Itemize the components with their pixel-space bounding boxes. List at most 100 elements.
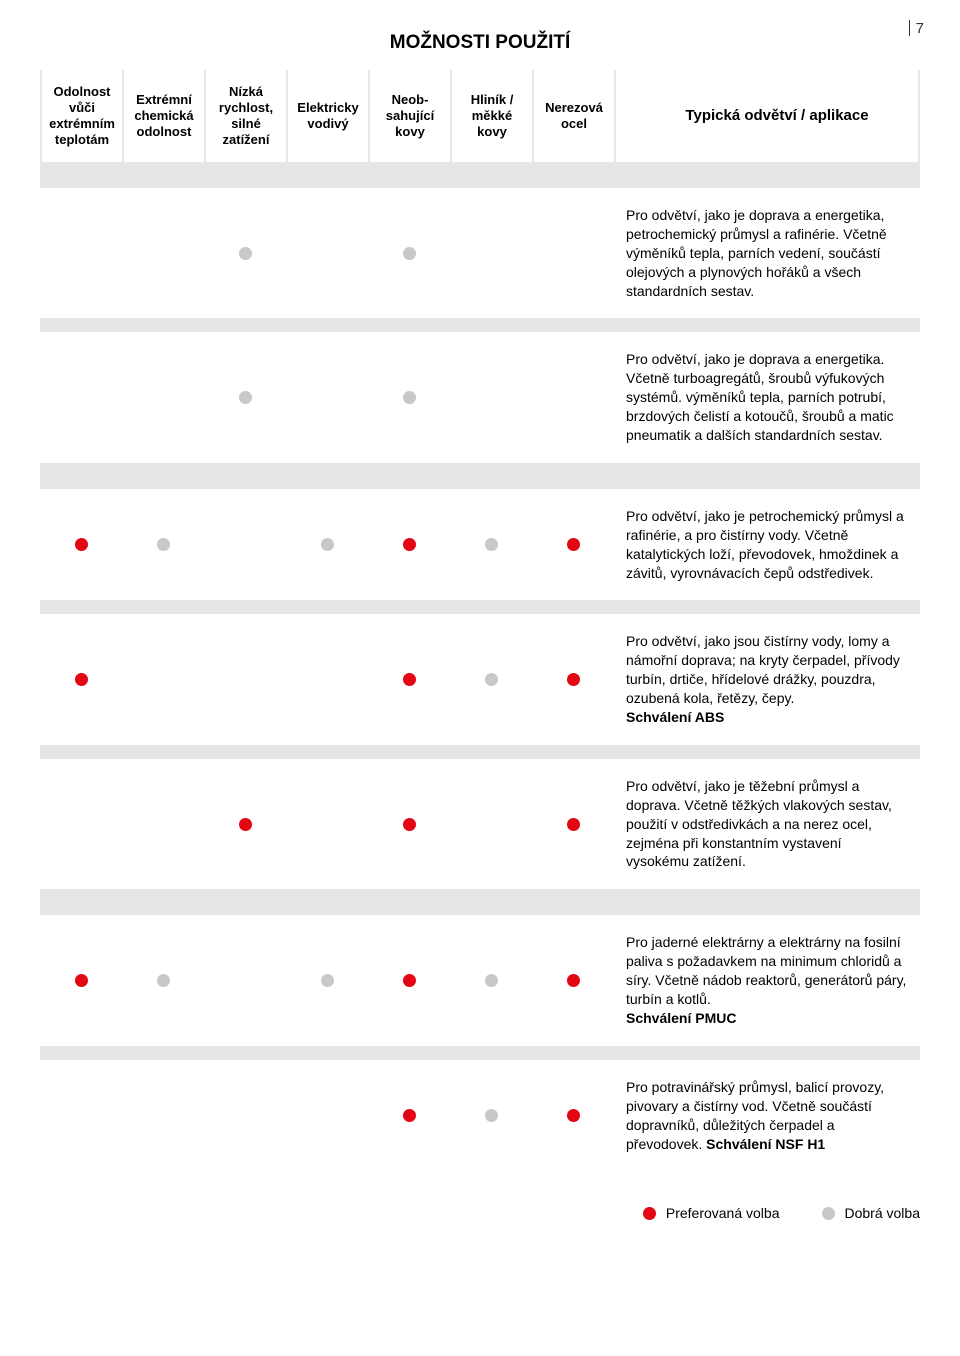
dot-cell <box>122 489 204 601</box>
dot-good-icon <box>321 538 334 551</box>
table-row: Pro odvětví, jako je petrochemický průmy… <box>40 489 920 601</box>
table-header-row: Odolnost vůči extrémním teplotám Extrémn… <box>40 70 920 162</box>
page-number: 7 <box>909 20 924 37</box>
application-description: Pro potravinářský průmysl, balicí provoz… <box>614 1060 920 1172</box>
dot-good-icon <box>485 538 498 551</box>
dot-cell <box>368 332 450 462</box>
dot-cell <box>450 188 532 318</box>
dot-cell <box>368 614 450 744</box>
application-description: Pro odvětví, jako je těžební průmysl a d… <box>614 759 920 889</box>
dot-good-icon <box>485 673 498 686</box>
dot-cell <box>450 915 532 1045</box>
dot-cell <box>40 759 122 889</box>
spacer-band <box>40 318 920 332</box>
table-body: Pro odvětví, jako je doprava a energetik… <box>40 162 920 1171</box>
table-row: Pro odvětví, jako je doprava a energetik… <box>40 332 920 462</box>
dot-cell <box>122 1060 204 1172</box>
dot-cell <box>532 759 614 889</box>
dot-preferred-icon <box>403 974 416 987</box>
dot-cell <box>40 915 122 1045</box>
dot-cell <box>286 188 368 318</box>
dot-good-icon <box>403 247 416 260</box>
dot-preferred-icon <box>567 1109 580 1122</box>
dot-preferred-icon <box>567 974 580 987</box>
dot-cell <box>204 759 286 889</box>
dot-cell <box>40 489 122 601</box>
table-row: Pro jaderné elektrárny a elektrárny na f… <box>40 915 920 1045</box>
dot-cell <box>368 489 450 601</box>
document-page: 7 MOŽNOSTI POUŽITÍ Odolnost vůči extrémn… <box>0 0 960 1257</box>
spacer-band <box>40 162 920 188</box>
dot-cell <box>122 332 204 462</box>
col-header: Typická odvětví / aplikace <box>614 70 920 162</box>
dot-cell <box>204 1060 286 1172</box>
col-header: Nízká rychlost, silné zatížení <box>204 70 286 162</box>
dot-preferred-icon <box>403 1109 416 1122</box>
spacer-band <box>40 600 920 614</box>
dot-cell <box>204 188 286 318</box>
dot-preferred-icon <box>567 818 580 831</box>
dot-good-icon <box>157 974 170 987</box>
col-header: Extrémní chemická odolnost <box>122 70 204 162</box>
table-row: Pro potravinářský průmysl, balicí provoz… <box>40 1060 920 1172</box>
spacer-band <box>40 463 920 489</box>
dot-cell <box>122 188 204 318</box>
col-header: Odolnost vůči extrémním teplotám <box>40 70 122 162</box>
dot-cell <box>286 1060 368 1172</box>
application-description: Pro jaderné elektrárny a elektrárny na f… <box>614 915 920 1045</box>
legend-preferred: Preferovaná volba <box>643 1205 780 1221</box>
dot-cell <box>286 915 368 1045</box>
dot-cell <box>532 332 614 462</box>
col-header: Neob­sahující kovy <box>368 70 450 162</box>
dot-cell <box>450 614 532 744</box>
dot-cell <box>450 332 532 462</box>
dot-cell <box>122 614 204 744</box>
dot-cell <box>368 915 450 1045</box>
dot-preferred-icon <box>567 673 580 686</box>
dot-cell <box>532 915 614 1045</box>
col-header: Elektricky vodivý <box>286 70 368 162</box>
application-description: Pro odvětví, jako je doprava a energetik… <box>614 188 920 318</box>
dot-preferred-icon <box>403 818 416 831</box>
col-header: Hliník / měkké kovy <box>450 70 532 162</box>
dot-cell <box>204 614 286 744</box>
dot-good-icon <box>485 1109 498 1122</box>
dot-cell <box>286 614 368 744</box>
section-title: MOŽNOSTI POUŽITÍ <box>40 24 920 70</box>
dot-cell <box>204 332 286 462</box>
dot-cell <box>532 489 614 601</box>
dot-good-icon <box>239 247 252 260</box>
dot-cell <box>40 332 122 462</box>
dot-cell <box>40 1060 122 1172</box>
dot-cell <box>450 759 532 889</box>
table-row: Pro odvětví, jako je těžební průmysl a d… <box>40 759 920 889</box>
dot-cell <box>122 759 204 889</box>
dot-good-icon <box>403 391 416 404</box>
dot-cell <box>532 1060 614 1172</box>
dot-preferred-icon <box>403 538 416 551</box>
dot-cell <box>368 188 450 318</box>
dot-good-icon <box>485 974 498 987</box>
legend-label: Dobrá volba <box>845 1205 921 1221</box>
dot-icon <box>643 1207 656 1220</box>
dot-preferred-icon <box>75 538 88 551</box>
legend-good: Dobrá volba <box>822 1205 921 1221</box>
spacer-band <box>40 1046 920 1060</box>
dot-good-icon <box>321 974 334 987</box>
dot-good-icon <box>157 538 170 551</box>
dot-cell <box>532 614 614 744</box>
application-description: Pro odvětví, jako je petrochemický průmy… <box>614 489 920 601</box>
dot-cell <box>40 614 122 744</box>
dot-preferred-icon <box>75 974 88 987</box>
dot-cell <box>286 759 368 889</box>
dot-cell <box>532 188 614 318</box>
application-description: Pro odvětví, jako je doprava a energetik… <box>614 332 920 462</box>
dot-cell <box>40 188 122 318</box>
spacer-band <box>40 745 920 759</box>
dot-preferred-icon <box>403 673 416 686</box>
legend-label: Preferovaná volba <box>666 1205 780 1221</box>
dot-cell <box>368 1060 450 1172</box>
dot-icon <box>822 1207 835 1220</box>
spacer-band <box>40 889 920 915</box>
dot-cell <box>204 489 286 601</box>
